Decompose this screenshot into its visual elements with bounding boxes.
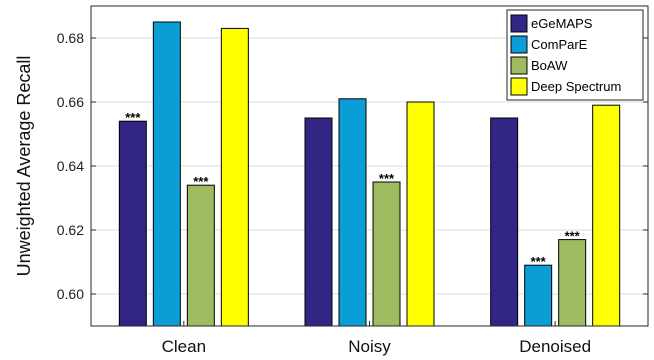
bar-deep-spectrum-denoised xyxy=(592,104,621,327)
bar-egemaps-denoised xyxy=(490,117,519,327)
legend-swatch xyxy=(510,35,528,54)
x-category-label: Denoised xyxy=(519,337,591,356)
bar-boaw-denoised xyxy=(558,239,587,327)
legend-label: Deep Spectrum xyxy=(531,79,621,94)
bar-compare-denoised xyxy=(524,264,553,327)
bar-boaw-clean xyxy=(186,184,215,327)
grid-lines xyxy=(91,37,648,295)
significance-label: *** xyxy=(379,171,395,186)
y-tick-label: 0.66 xyxy=(57,94,84,110)
legend-label: ComParE xyxy=(531,37,588,52)
significance-label: *** xyxy=(565,229,581,244)
significance-label: *** xyxy=(193,174,209,189)
y-tick-label: 0.62 xyxy=(57,222,84,238)
bar-egemaps-clean xyxy=(118,120,147,327)
y-tick-label: 0.68 xyxy=(57,30,84,46)
legend-swatch xyxy=(510,14,528,33)
legend-label: BoAW xyxy=(531,58,568,73)
bar-deep-spectrum-noisy xyxy=(406,101,435,327)
significance-annotations: *** *** *** *** *** xyxy=(125,110,580,269)
bars xyxy=(118,21,621,327)
legend: eGeMAPS ComParE BoAW Deep Spectrum xyxy=(506,9,644,101)
y-axis-ticks: 0.60 0.62 0.64 0.66 0.68 xyxy=(57,30,648,302)
bar-compare-noisy xyxy=(338,98,367,327)
bar-compare-clean xyxy=(152,21,181,327)
y-axis-label: Unweighted Average Recall xyxy=(14,56,34,277)
x-category-label: Noisy xyxy=(348,337,391,356)
y-tick-label: 0.64 xyxy=(57,158,84,174)
legend-label: eGeMAPS xyxy=(531,16,593,31)
bar-egemaps-noisy xyxy=(304,117,333,327)
x-category-label: Clean xyxy=(162,337,206,356)
significance-label: *** xyxy=(531,254,547,269)
significance-label: *** xyxy=(125,110,141,125)
y-tick-label: 0.60 xyxy=(57,286,84,302)
bar-deep-spectrum-clean xyxy=(220,27,249,327)
bar-boaw-noisy xyxy=(372,181,401,327)
legend-box xyxy=(506,9,644,101)
legend-swatch xyxy=(510,77,528,96)
x-axis-categories: Clean Noisy Denoised xyxy=(162,321,591,356)
legend-swatch xyxy=(510,56,528,75)
